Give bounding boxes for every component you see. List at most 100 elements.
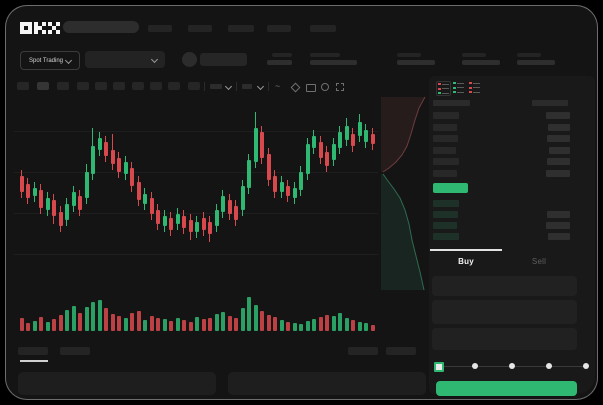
candle [208, 222, 212, 234]
bid-row-size [433, 211, 458, 218]
camera-icon[interactable] [306, 84, 316, 92]
candle [176, 214, 180, 224]
toolbar-tab-2[interactable] [37, 82, 49, 90]
sell-tab-label: Sell [531, 256, 547, 266]
divider [204, 82, 205, 91]
volume-bar [215, 314, 219, 331]
volume-bar [202, 319, 206, 331]
bottom-action-1[interactable] [348, 347, 378, 355]
volume-bar [332, 316, 336, 331]
candle [338, 132, 342, 148]
toolbar-tab-10[interactable] [188, 82, 200, 90]
chart-style-selector[interactable] [242, 84, 252, 89]
divider [236, 82, 237, 91]
last-price-placeholder [200, 53, 247, 66]
candle [299, 172, 303, 190]
volume-bar [260, 311, 264, 331]
price-input[interactable] [432, 276, 577, 296]
volume-bar [189, 322, 193, 331]
bottom-action-2[interactable] [386, 347, 416, 355]
toolbar-tab-1[interactable] [17, 82, 29, 90]
pair-selector[interactable] [85, 51, 165, 68]
candle [39, 190, 43, 208]
candle [371, 134, 375, 144]
volume-bar [52, 319, 56, 331]
volume-bar [195, 317, 199, 331]
orderbook-asks-icon[interactable] [468, 81, 481, 94]
volume-bar [150, 316, 154, 331]
toolbar-tab-4[interactable] [77, 82, 89, 90]
stat-label [310, 53, 340, 57]
depth-chart [381, 96, 426, 291]
bid-row-size [433, 233, 459, 240]
candle [182, 216, 186, 228]
slider-stop-dot[interactable] [583, 363, 589, 369]
volume-bar [247, 297, 251, 331]
volume-bar [221, 312, 225, 331]
volume-bar [111, 314, 115, 331]
volume-bar [72, 306, 76, 331]
volume-bar [325, 315, 329, 331]
slider-stop-dot[interactable] [546, 363, 552, 369]
toolbar-tab-5[interactable] [95, 82, 107, 90]
slider-stop-dot[interactable] [472, 363, 478, 369]
volume-bar [143, 320, 147, 331]
nav-item-4[interactable] [267, 25, 291, 32]
nav-item-5[interactable] [310, 25, 336, 32]
market-type-label: Spot Trading [28, 57, 64, 64]
nav-item-1[interactable] [148, 25, 172, 32]
toolbar-tab-9[interactable] [168, 82, 180, 90]
fullscreen-icon[interactable] [336, 83, 344, 91]
volume-bar [319, 317, 323, 331]
volume-bar [182, 320, 186, 331]
bottom-tab-1[interactable] [18, 347, 48, 355]
ask-row-size [433, 112, 459, 119]
candle [65, 204, 69, 220]
volume-bar [98, 300, 102, 331]
volume-bar [46, 322, 50, 331]
market-type-selector[interactable]: Spot Trading [20, 51, 80, 70]
candle [325, 152, 329, 166]
stat-value [310, 60, 357, 65]
interval-selector[interactable] [210, 84, 222, 89]
tab-sell[interactable]: Sell [503, 253, 575, 269]
candle [52, 200, 56, 216]
toolbar-tab-6[interactable] [113, 82, 125, 90]
toolbar-tab-7[interactable] [132, 82, 144, 90]
amount-input[interactable] [432, 300, 577, 324]
buy-button[interactable] [436, 381, 577, 396]
bottom-tab-2[interactable] [60, 347, 90, 355]
nav-item-2[interactable] [188, 25, 212, 32]
last-price-bar[interactable] [433, 183, 468, 193]
tab-buy[interactable]: Buy [430, 253, 502, 269]
candle [202, 218, 206, 230]
nav-item-3[interactable] [228, 25, 254, 32]
volume-bar [33, 321, 37, 331]
orderbook-both-icon[interactable] [436, 81, 451, 96]
ask-row-amount [546, 170, 570, 177]
settings-icon[interactable] [321, 83, 329, 91]
volume-bar [176, 318, 180, 331]
gridline [14, 254, 378, 255]
chevron-down-icon [64, 56, 73, 65]
toolbar-tab-3[interactable] [57, 82, 69, 90]
candle [150, 198, 154, 214]
depth-asks-line [382, 96, 426, 173]
total-input[interactable] [432, 328, 577, 350]
candle [20, 176, 24, 192]
candle [364, 130, 368, 142]
volume-bar [156, 318, 160, 331]
wave-icon[interactable]: ~ [275, 81, 281, 91]
volume-bar [293, 323, 297, 331]
volume-bar [286, 322, 290, 331]
orderbook-bids-icon[interactable] [452, 81, 465, 94]
stat-value [462, 60, 500, 65]
volume-bar [306, 321, 310, 331]
search-input[interactable] [63, 21, 139, 33]
percent-slider-handle[interactable] [434, 362, 444, 372]
depth-bids-area [381, 174, 424, 290]
coin-avatar [182, 52, 197, 67]
buy-tab-label: Buy [458, 256, 474, 266]
slider-stop-dot[interactable] [509, 363, 515, 369]
toolbar-tab-8[interactable] [150, 82, 162, 90]
